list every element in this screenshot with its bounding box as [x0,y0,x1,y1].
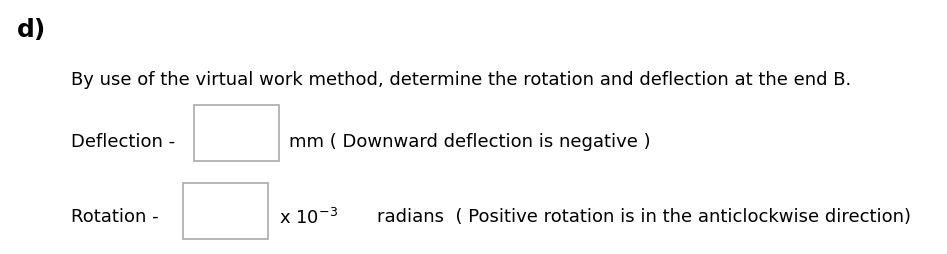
Text: x 10$^{-3}$: x 10$^{-3}$ [279,207,338,227]
Text: By use of the virtual work method, determine the rotation and deflection at the : By use of the virtual work method, deter… [71,71,851,89]
Text: mm ( Downward deflection is negative ): mm ( Downward deflection is negative ) [289,132,651,150]
Text: Deflection -: Deflection - [71,132,175,150]
Text: Rotation -: Rotation - [71,207,159,225]
Bar [183,183,268,239]
Text: d): d) [17,18,46,42]
Bar [194,105,279,161]
Text: radians  ( Positive rotation is in the anticlockwise direction): radians ( Positive rotation is in the an… [377,207,911,225]
